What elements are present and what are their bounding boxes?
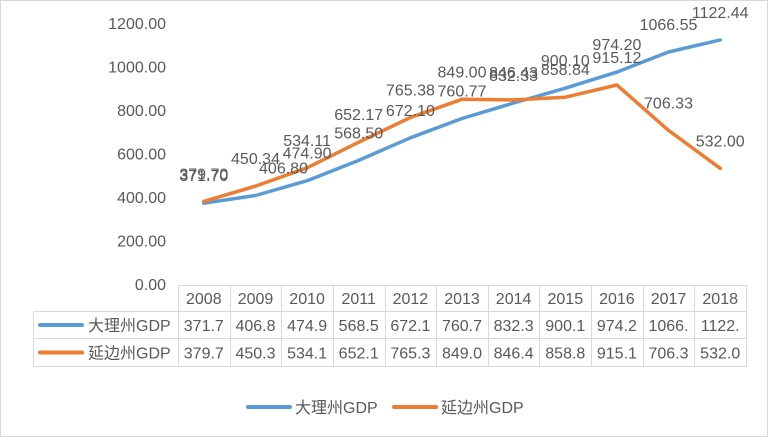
table-cell: 858.8 bbox=[545, 346, 585, 363]
table-row-label: 大理州GDP bbox=[88, 317, 171, 335]
table-cell: 915.1 bbox=[597, 346, 637, 363]
table-cell: 534.1 bbox=[287, 346, 327, 363]
table-cell: 832.3 bbox=[494, 318, 534, 335]
table-header-year: 2012 bbox=[393, 291, 429, 308]
data-label: 672.10 bbox=[386, 103, 435, 120]
data-point bbox=[202, 199, 206, 203]
data-point bbox=[667, 50, 670, 54]
data-point bbox=[718, 38, 722, 42]
series-lines bbox=[202, 38, 722, 205]
data-point bbox=[615, 70, 619, 74]
data-label: 652.17 bbox=[334, 107, 383, 124]
data-point bbox=[563, 86, 567, 90]
data-label: 760.77 bbox=[438, 84, 487, 101]
table-row-label: 延边州GDP bbox=[88, 345, 171, 363]
data-label: 532.00 bbox=[696, 133, 745, 150]
data-label: 371.70 bbox=[179, 168, 228, 185]
table-header-year: 2016 bbox=[599, 291, 635, 308]
table-cell: 379.7 bbox=[184, 346, 224, 363]
y-tick-label: 1000.00 bbox=[108, 60, 166, 77]
legend-label: 延边州GDP bbox=[441, 399, 524, 417]
data-point bbox=[305, 166, 309, 170]
data-label: 858.84 bbox=[541, 62, 590, 79]
data-label: 1066.55 bbox=[640, 17, 698, 34]
table-header-year: 2013 bbox=[444, 291, 480, 308]
legend-label: 大理州GDP bbox=[295, 399, 378, 417]
data-label: 406.80 bbox=[259, 161, 308, 178]
data-point bbox=[254, 194, 257, 197]
table-cell: 900.1 bbox=[545, 318, 585, 335]
y-tick-label: 1200.00 bbox=[108, 16, 166, 33]
data-label: 849.00 bbox=[438, 64, 487, 81]
table-cell: 974.2 bbox=[597, 318, 637, 335]
table-header-year: 2017 bbox=[651, 291, 687, 308]
data-point bbox=[357, 158, 361, 162]
data-point bbox=[408, 136, 412, 140]
table-cell: 1122. bbox=[701, 318, 740, 335]
data-label: 474.90 bbox=[283, 146, 332, 163]
data-point bbox=[305, 179, 309, 183]
data-point bbox=[460, 97, 464, 101]
table-cell: 532.0 bbox=[700, 346, 740, 363]
table-cell: 652.1 bbox=[339, 346, 379, 363]
y-tick-label: 400.00 bbox=[117, 190, 166, 207]
data-label: 1122.44 bbox=[692, 5, 749, 22]
legend: 大理州GDP 延边州GDP bbox=[246, 399, 524, 417]
table-cell: 760.7 bbox=[442, 318, 482, 335]
data-point bbox=[512, 98, 516, 102]
y-tick-label: 800.00 bbox=[117, 103, 166, 120]
y-tick-label: 200.00 bbox=[117, 234, 166, 251]
data-point bbox=[357, 140, 361, 144]
table-cell: 406.8 bbox=[235, 318, 275, 335]
data-point bbox=[254, 184, 257, 188]
y-axis: 0.00 200.00 400.00 600.00 800.00 1000.00 1200.… bbox=[108, 16, 166, 294]
data-point bbox=[408, 116, 412, 119]
table-cell: 706.3 bbox=[648, 346, 688, 363]
table-header-year: 2015 bbox=[548, 291, 584, 308]
data-label: 900.10 bbox=[541, 53, 590, 70]
table-header-year: 2014 bbox=[496, 291, 532, 308]
data-table: 2008 2009 2010 2011 2012 2013 2014 2015 2016 2017… bbox=[33, 285, 747, 367]
table-cell: 371.7 bbox=[184, 318, 224, 335]
table-cell: 474.9 bbox=[287, 318, 327, 335]
data-label: 974.20 bbox=[592, 37, 641, 54]
data-point bbox=[512, 101, 516, 105]
data-label: 832.33 bbox=[489, 68, 538, 85]
data-label: 915.12 bbox=[592, 50, 641, 67]
table-cell: 568.5 bbox=[339, 318, 379, 335]
data-point bbox=[563, 95, 567, 99]
data-point bbox=[718, 166, 722, 170]
table-header-year: 2011 bbox=[341, 291, 376, 308]
table-header-year: 2009 bbox=[238, 291, 274, 308]
data-label: 534.11 bbox=[283, 133, 331, 150]
data-label: 846.43 bbox=[489, 65, 538, 82]
y-tick-label: 600.00 bbox=[117, 147, 166, 164]
table-cell: 672.1 bbox=[390, 318, 430, 335]
data-point bbox=[667, 128, 670, 132]
data-label: 450.34 bbox=[231, 151, 280, 168]
table-header-year: 2008 bbox=[186, 291, 222, 308]
table-cell: 450.3 bbox=[235, 346, 275, 363]
data-labels: 371.70 406.80474.90568.50672.10760.77832.… bbox=[179, 5, 748, 185]
y-tick-label: 0.00 bbox=[135, 277, 166, 294]
table-cell: 765.3 bbox=[390, 346, 430, 363]
data-label: 568.50 bbox=[334, 125, 383, 142]
data-label: 765.38 bbox=[386, 83, 435, 100]
table-header-year: 2010 bbox=[289, 291, 325, 308]
data-point bbox=[615, 83, 619, 87]
data-label: 706.33 bbox=[644, 95, 693, 112]
table-cell: 846.4 bbox=[494, 346, 534, 363]
table-cell: 1066. bbox=[648, 318, 688, 335]
table-cell: 849.0 bbox=[442, 346, 482, 363]
data-point bbox=[460, 117, 464, 120]
data-label: 379.70 bbox=[179, 166, 228, 183]
table-header-year: 2018 bbox=[702, 291, 738, 308]
